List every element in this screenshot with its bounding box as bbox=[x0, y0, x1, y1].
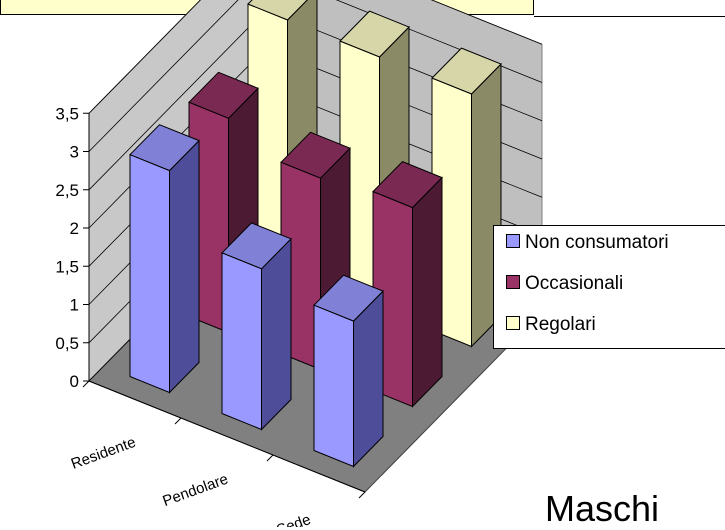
legend-item-regolari: Regolari bbox=[506, 314, 596, 336]
x-tick-mark bbox=[266, 454, 274, 462]
x-tick-mark bbox=[358, 491, 366, 499]
header-line bbox=[534, 16, 725, 17]
x-category-label: F Sede bbox=[262, 511, 313, 527]
bar-side bbox=[353, 289, 384, 468]
bar-side bbox=[261, 237, 292, 431]
gridline bbox=[88, 0, 543, 152]
x-category-label: Residente bbox=[69, 434, 138, 473]
legend-item-occasionali: Occasionali bbox=[506, 273, 623, 295]
y-tick-label: 3,5 bbox=[55, 104, 79, 123]
x-tick-mark bbox=[82, 380, 90, 388]
bar-front bbox=[313, 304, 354, 468]
y-tick-label: 0 bbox=[70, 372, 79, 391]
x-axis bbox=[88, 380, 366, 493]
legend-swatch-occasionali bbox=[506, 274, 520, 289]
y-tick-label: 3 bbox=[70, 143, 79, 162]
y-tick-label: 2 bbox=[70, 219, 79, 238]
bar-non-consumatori-f-sede bbox=[313, 274, 384, 468]
bar-front bbox=[221, 252, 262, 431]
chart-caption: Maschi bbox=[545, 488, 660, 529]
bar-front bbox=[129, 153, 170, 394]
y-tick-label: 0,5 bbox=[55, 334, 79, 353]
x-tick-mark bbox=[174, 417, 182, 425]
y-tick-label: 2,5 bbox=[55, 181, 79, 200]
y-tick-label: 1 bbox=[70, 296, 79, 315]
bar-non-consumatori-residente bbox=[129, 124, 200, 394]
legend-label-regolari: Regolari bbox=[525, 314, 596, 335]
gridline bbox=[88, 0, 543, 114]
x-category-label: Pendolare bbox=[160, 471, 230, 510]
bar-side bbox=[169, 139, 200, 394]
legend-label-occasionali: Occasionali bbox=[525, 273, 624, 294]
bar-side bbox=[412, 176, 443, 408]
legend-label-non-consumatori: Non consumatori bbox=[525, 232, 669, 253]
legend: Non consumatori Occasionali Regolari bbox=[493, 225, 725, 349]
legend-swatch-non-consumatori bbox=[506, 233, 520, 248]
legend-swatch-regolari bbox=[506, 315, 520, 330]
legend-item-non-consumatori: Non consumatori bbox=[506, 232, 669, 254]
bar-non-consumatori-pendolare bbox=[221, 222, 292, 431]
y-tick-label: 1,5 bbox=[55, 257, 79, 276]
